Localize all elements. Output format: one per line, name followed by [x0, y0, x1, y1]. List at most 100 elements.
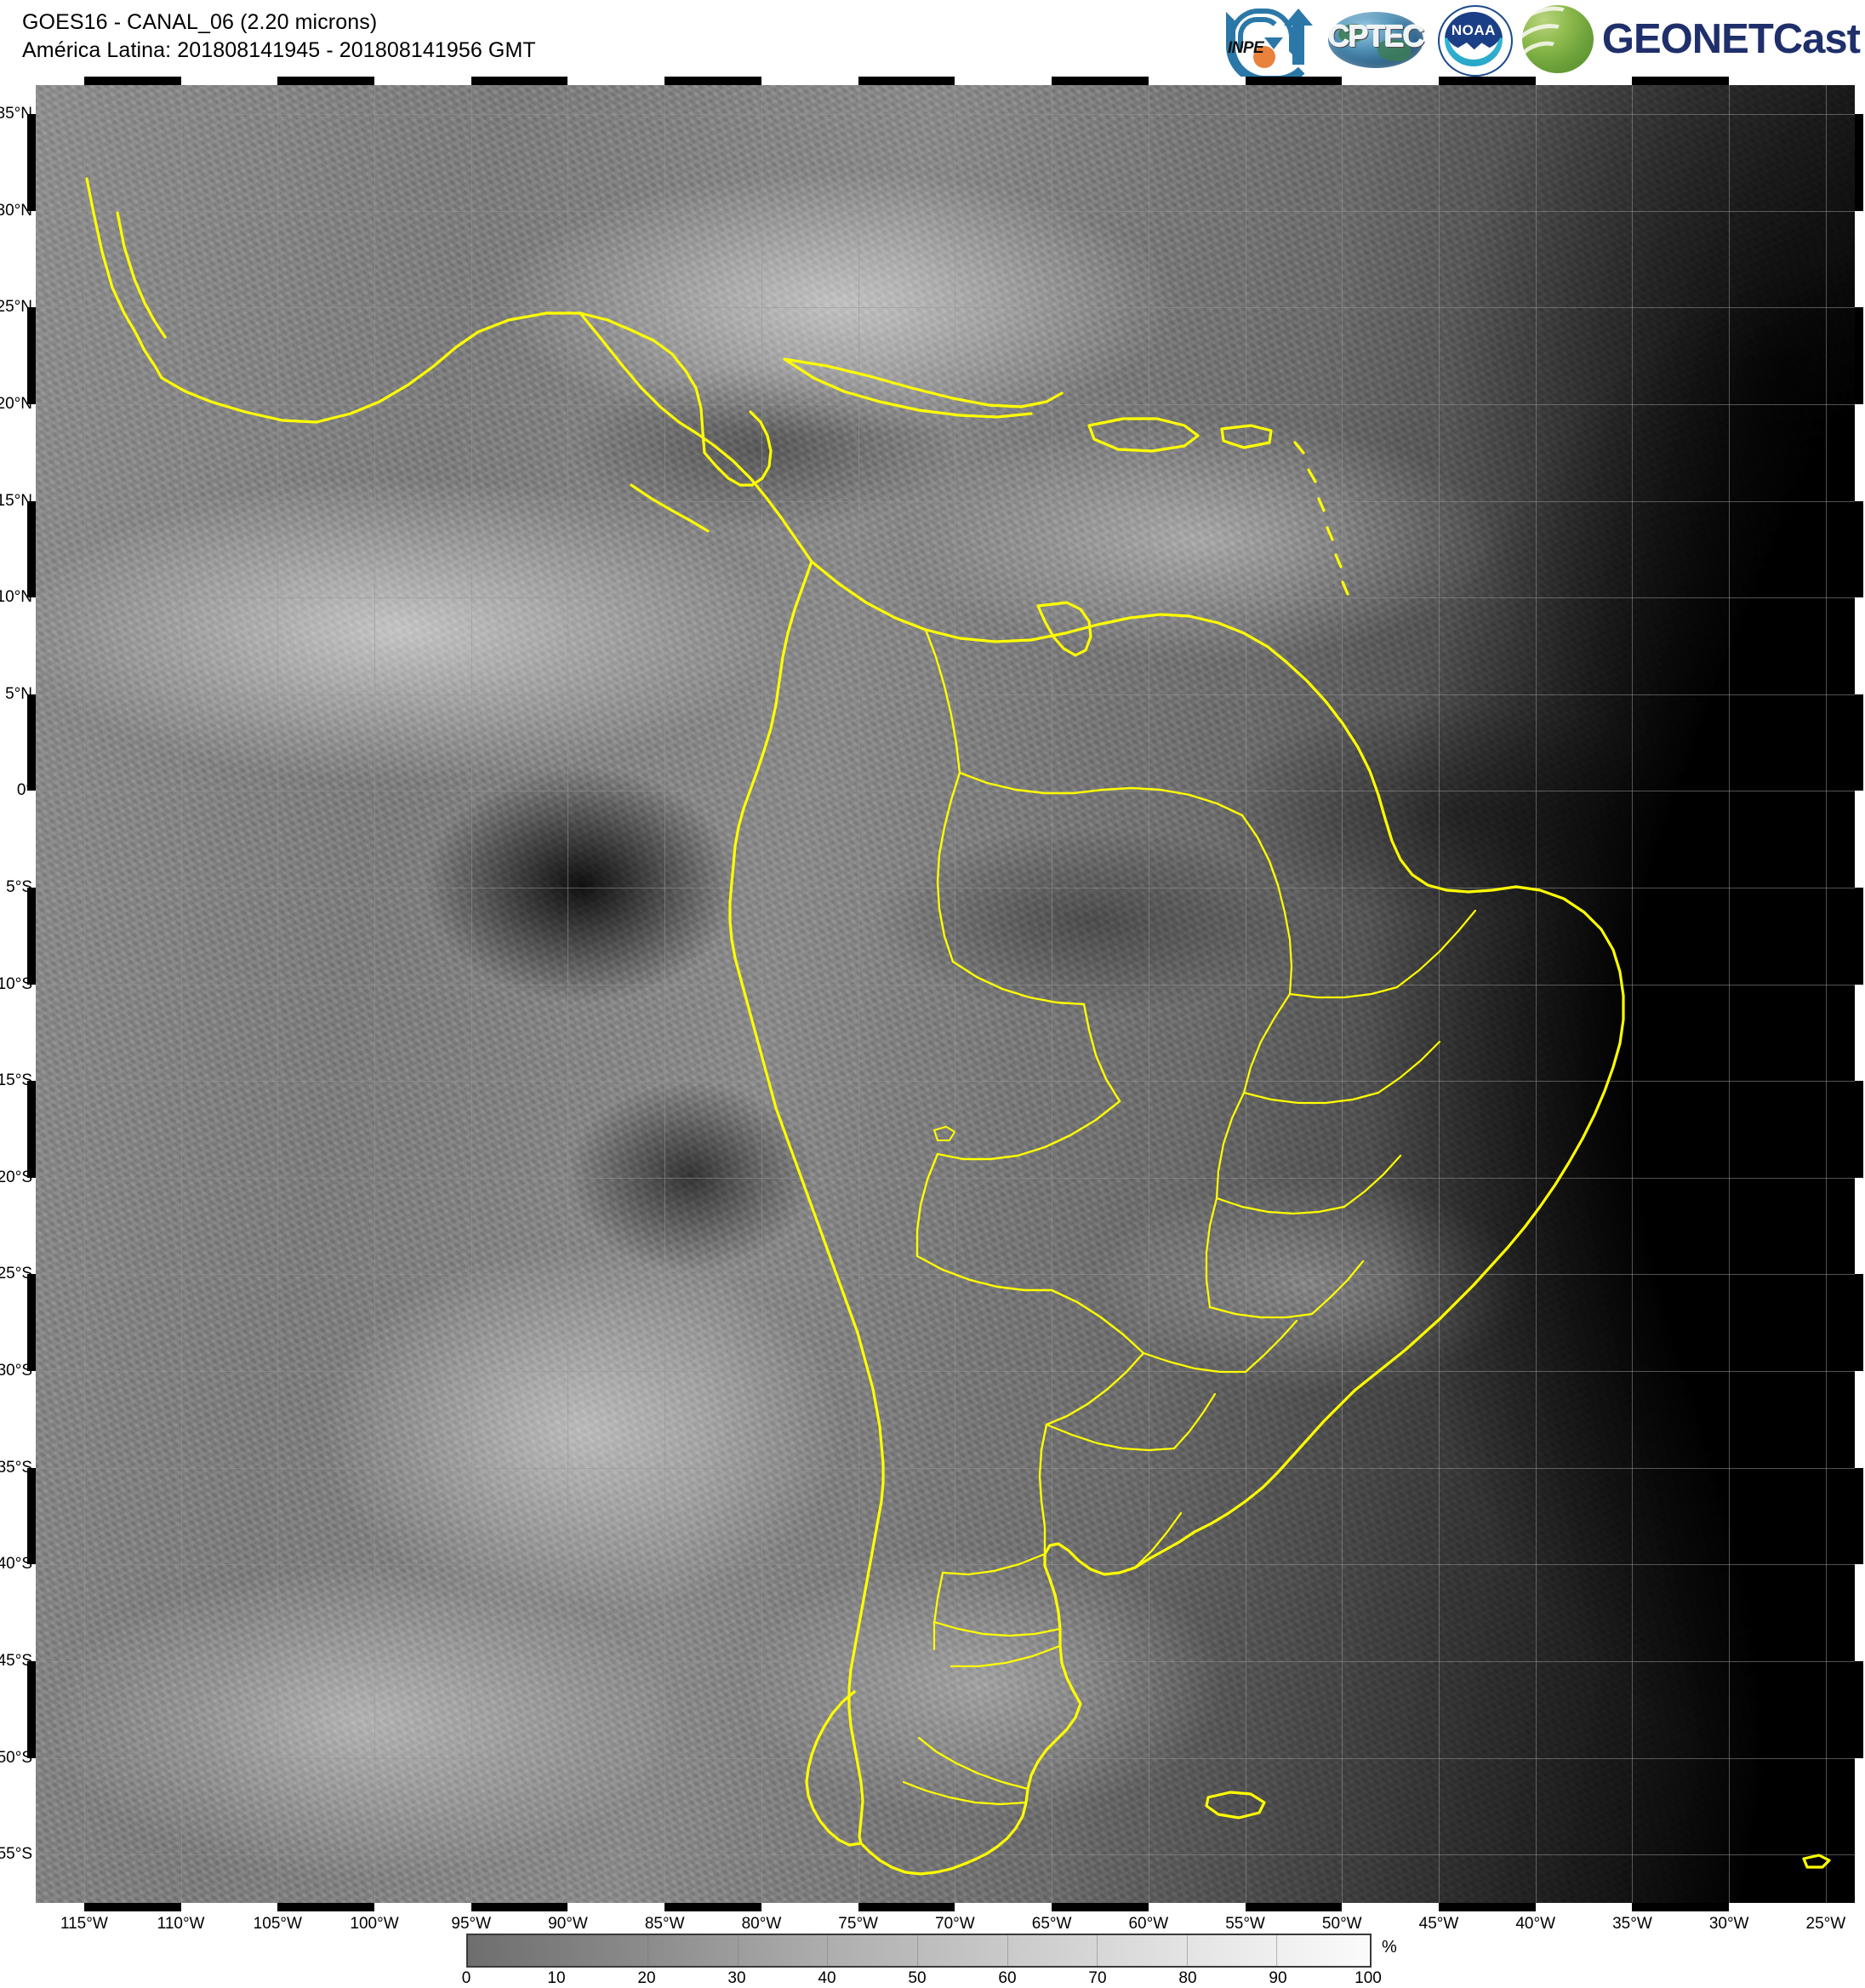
colorbar-tick: [737, 1935, 739, 1966]
longitude-label: 90°W: [548, 1915, 588, 1933]
axis-tick-segment: [1855, 1081, 1863, 1178]
inpe-logo: INPE: [1219, 3, 1316, 85]
colorbar-tick: [557, 1935, 559, 1966]
axis-tick-segment: [277, 1903, 375, 1911]
geonetcast-logo: GEONETCast: [1521, 3, 1861, 75]
axis-tick-segment: [1632, 1903, 1730, 1911]
latitude-label: 5°S: [6, 878, 32, 897]
colorbar-tick: [1276, 1935, 1278, 1966]
axis-tick-segment: [27, 888, 36, 985]
satellite-map[interactable]: [27, 77, 1863, 1911]
colorbar-tick-label: 0: [461, 1969, 471, 1987]
colorbar-tick-label: 60: [998, 1969, 1017, 1987]
inpe-up-arrow-head-icon: [1283, 9, 1313, 26]
coastline-overlay: [85, 177, 1831, 1876]
page-subtitle: América Latina: 201808141945 - 201808141…: [22, 37, 536, 62]
graticule-parallel: [36, 1564, 1855, 1566]
inpe-logo-text: INPE: [1227, 39, 1264, 57]
graticule-parallel: [36, 1371, 1855, 1373]
graticule-parallel: [36, 1177, 1855, 1179]
longitude-label: 85°W: [644, 1915, 685, 1933]
axis-tick-segment: [27, 500, 36, 598]
page-title: GOES16 - CANAL_06 (2.20 microns): [22, 10, 378, 34]
cptec-logo: CPTEC: [1326, 5, 1425, 73]
graticule-parallel: [36, 1854, 1855, 1856]
latitude-label: 30°S: [0, 1362, 32, 1380]
longitude-label: 95°W: [451, 1915, 492, 1933]
longitude-label: 70°W: [935, 1915, 975, 1933]
top-tick-border: [36, 77, 1855, 85]
axis-tick-segment: [27, 307, 36, 404]
colorbar-tick-label: 100: [1355, 1969, 1382, 1987]
colorbar-tick: [1186, 1935, 1188, 1966]
latitude-label: 15°S: [0, 1071, 32, 1090]
colorbar-tick: [647, 1935, 649, 1966]
cptec-globe-icon: [1327, 12, 1423, 68]
graticule-parallel: [36, 307, 1855, 309]
longitude-label: 75°W: [838, 1915, 878, 1933]
colorbar-tick-label: 70: [1088, 1969, 1107, 1987]
colorbar-gradient: [466, 1934, 1372, 1968]
colorbar: % 0 10 20 30 40 50 60 70 80 90 100: [462, 1934, 1402, 1987]
longitude-label: 30°W: [1708, 1915, 1749, 1933]
graticule-parallel: [36, 694, 1855, 695]
axis-tick-segment: [1855, 1660, 1863, 1758]
inpe-inner-arc-icon: [1237, 17, 1282, 53]
inpe-up-arrow-icon: [1292, 17, 1304, 65]
axis-tick-segment: [1855, 1274, 1863, 1372]
axis-tick-segment: [83, 77, 181, 85]
longitude-label: 25°W: [1805, 1915, 1846, 1933]
right-tick-border: [1855, 85, 1863, 1903]
inpe-outer-arc-icon: [1229, 9, 1294, 56]
axis-tick-segment: [858, 1903, 955, 1911]
satellite-imagery-layer: [36, 85, 1855, 1903]
graticule-meridian: [83, 85, 85, 1903]
graticule-meridian: [277, 85, 279, 1903]
inpe-orange-dot-icon: [1252, 46, 1275, 68]
graticule-meridian: [858, 85, 859, 1903]
graticule-parallel: [36, 597, 1855, 599]
latitude-label: 0°: [16, 781, 32, 800]
noaa-logo-text: NOAA: [1451, 22, 1496, 38]
latitude-label: 10°S: [0, 974, 32, 993]
latitude-label: 10°N: [0, 588, 32, 607]
axis-tick-segment: [471, 1903, 568, 1911]
axis-tick-segment: [1855, 888, 1863, 985]
longitude-label: 40°W: [1515, 1915, 1556, 1933]
noaa-logo: NOAA: [1437, 3, 1513, 77]
graticule-parallel: [36, 1274, 1855, 1276]
graticule-parallel: [36, 1660, 1855, 1662]
axis-tick-segment: [27, 1467, 36, 1565]
graticule-meridian: [1632, 85, 1634, 1903]
axis-tick-segment: [27, 1081, 36, 1178]
latitude-label: 15°N: [0, 491, 32, 510]
colorbar-tick: [917, 1935, 918, 1966]
axis-tick-segment: [27, 114, 36, 211]
longitude-label: 50°W: [1321, 1915, 1362, 1933]
graticule-parallel: [36, 1081, 1855, 1083]
axis-tick-segment: [664, 77, 761, 85]
graticule-meridian: [664, 85, 666, 1903]
colorbar-tick: [1097, 1935, 1098, 1966]
axis-tick-segment: [1855, 500, 1863, 598]
graticule-parallel: [36, 1757, 1855, 1759]
axis-tick-segment: [27, 1274, 36, 1372]
map-frame: [36, 85, 1855, 1903]
longitude-label: 115°W: [60, 1915, 108, 1933]
axis-tick-segment: [1632, 77, 1730, 85]
graticule-layer: [36, 85, 1855, 1903]
graticule-meridian: [1535, 85, 1537, 1903]
latitude-label: 35°S: [0, 1458, 32, 1477]
colorbar-tick-label: 40: [818, 1969, 836, 1987]
bottom-tick-border: [36, 1903, 1855, 1911]
colorbar-tick-label: 50: [908, 1969, 927, 1987]
cptec-landmass-icon: [1377, 39, 1412, 61]
latitude-label: 25°S: [0, 1265, 32, 1283]
header-bar: GOES16 - CANAL_06 (2.20 microns) América…: [0, 0, 1865, 85]
colorbar-tick-label: 90: [1269, 1969, 1287, 1987]
latitude-label: 40°S: [0, 1555, 32, 1574]
axis-tick-segment: [1855, 307, 1863, 404]
longitude-label: 65°W: [1031, 1915, 1072, 1933]
graticule-meridian: [1438, 85, 1440, 1903]
axis-tick-segment: [1855, 1467, 1863, 1565]
